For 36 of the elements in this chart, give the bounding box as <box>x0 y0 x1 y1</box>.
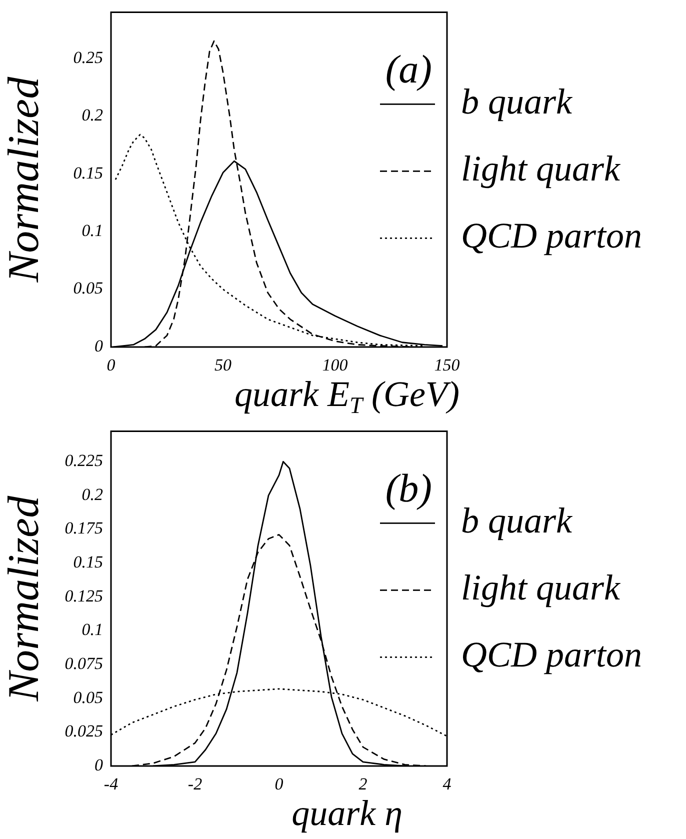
x-tick-label: -2 <box>188 774 203 794</box>
y-tick-label: 0.05 <box>73 688 103 707</box>
y-tick-label: 0.05 <box>73 278 103 298</box>
x-tick-label: 50 <box>214 356 232 375</box>
legend-label: light quark <box>461 148 622 189</box>
x-tick-label: 0 <box>106 356 116 375</box>
y-tick-label: 0.2 <box>82 106 104 125</box>
x-tick-label: 150 <box>434 356 460 375</box>
legend-label: QCD parton <box>461 634 642 675</box>
x-tick-label: 100 <box>322 356 348 375</box>
annotation: (a) <box>385 46 432 92</box>
x-tick-label: 0 <box>274 774 284 794</box>
y-tick-label: 0.175 <box>64 518 103 538</box>
x-tick-label: -4 <box>104 774 119 794</box>
y-axis-title: Normalized <box>0 76 48 284</box>
legend-label: b quark <box>461 500 574 541</box>
legend-label: b quark <box>461 82 574 122</box>
y-tick-label: 0.125 <box>64 586 103 606</box>
y-tick-label: 0.15 <box>73 552 103 572</box>
y-tick-label: 0.25 <box>73 48 103 67</box>
y-tick-label: 0.225 <box>64 451 103 470</box>
y-tick-label: 0.025 <box>64 722 103 741</box>
y-tick-label: 0.15 <box>73 163 103 182</box>
x-axis-title: quark η <box>292 793 402 833</box>
x-tick-label: 4 <box>442 774 452 794</box>
y-tick-label: 0.1 <box>82 620 103 640</box>
annotation: (b) <box>385 466 432 511</box>
y-tick-label: 0 <box>94 336 104 356</box>
x-tick-label: 2 <box>358 774 368 794</box>
y-tick-label: 0.2 <box>82 484 104 504</box>
legend-label: QCD parton <box>461 216 642 256</box>
y-axis-title: Normalized <box>0 494 48 702</box>
legend-label: light quark <box>461 568 622 608</box>
y-tick-label: 0.075 <box>64 654 103 674</box>
y-tick-label: 0 <box>94 755 104 774</box>
y-tick-label: 0.1 <box>82 221 103 240</box>
